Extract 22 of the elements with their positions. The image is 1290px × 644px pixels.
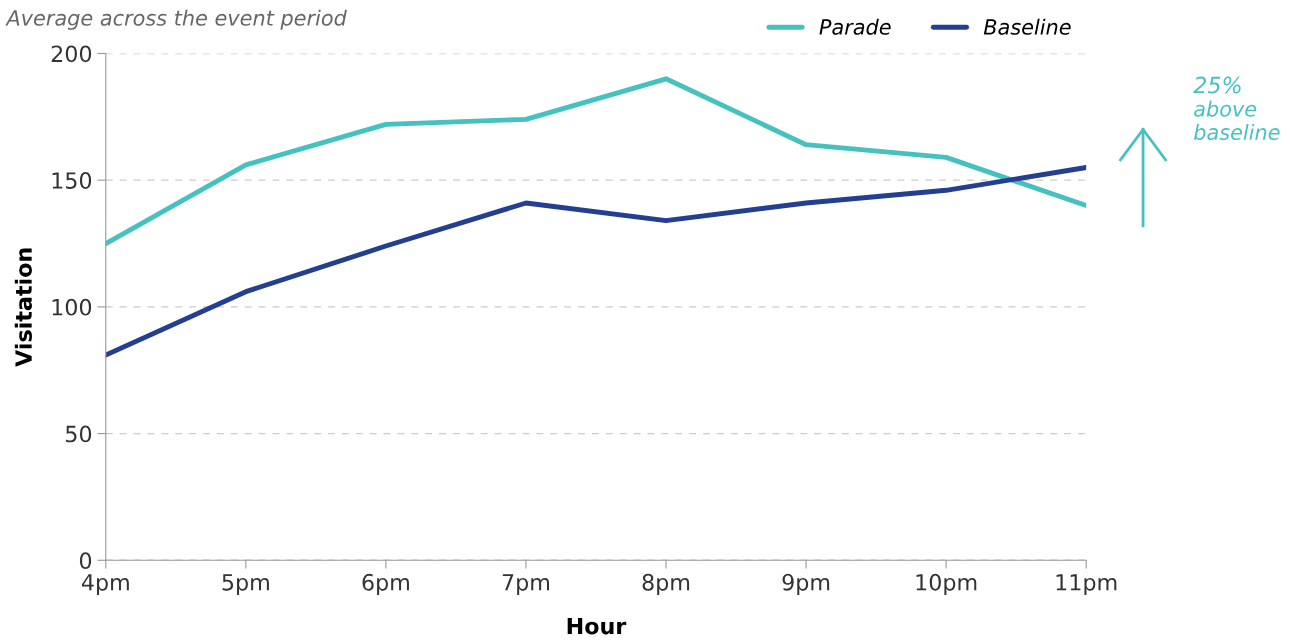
legend-label: Baseline [983,18,1071,35]
y-tick-label: 0 [79,552,92,570]
y-tick-label: 50 [66,425,92,443]
y-tick-label: 150 [52,172,92,189]
y-tick-label: 100 [52,298,92,316]
x-tick-label: 11pm [1056,574,1117,595]
legend-label: Parade [819,18,891,35]
text: above baseline [1194,100,1280,141]
x-tick-label: 5pm [222,574,269,595]
chart-subtitle: Average across the event period [5,9,347,30]
text: 25% [1193,76,1241,94]
y-axis-title: Visitation [14,248,32,367]
x-tick-label: 10pm [916,573,977,595]
line-series [105,76,1087,246]
x-tick-label: 4pm [81,574,129,595]
x-tick-label: 9pm [782,573,830,595]
x-axis-title: Hour [567,617,627,635]
x-tick-label: 7pm [502,574,550,595]
x-tick-label: 8pm [642,573,690,595]
x-tick-label: 6pm [362,573,409,595]
line-series [105,165,1087,358]
y-tick-label: 200 [51,45,92,63]
